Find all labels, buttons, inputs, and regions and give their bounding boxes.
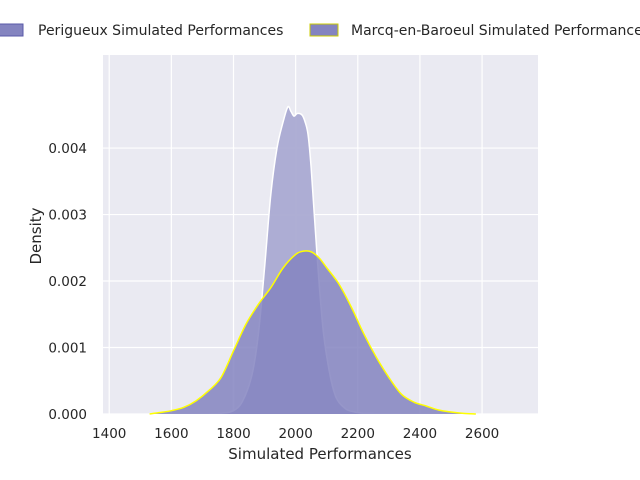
x-tick-label: 2400 bbox=[403, 426, 437, 442]
y-axis-title: Density bbox=[27, 207, 45, 264]
y-tick-label: 0.004 bbox=[48, 141, 87, 157]
legend-swatch-perigueux bbox=[0, 23, 24, 37]
y-tick-label: 0.000 bbox=[48, 407, 87, 423]
x-tick-label: 1400 bbox=[92, 426, 126, 442]
y-tick-label: 0.002 bbox=[48, 274, 87, 290]
density-area-marcq bbox=[149, 250, 476, 414]
y-tick-label: 0.003 bbox=[48, 208, 87, 224]
legend-label-perigueux: Perigueux Simulated Performances bbox=[38, 23, 283, 39]
x-tick-label: 2600 bbox=[465, 426, 499, 442]
x-tick-label: 2000 bbox=[278, 426, 312, 442]
density-line-marcq bbox=[149, 250, 476, 415]
legend: Perigueux Simulated Performances Marcq-e… bbox=[0, 23, 640, 39]
legend-swatch-marcq bbox=[309, 23, 339, 37]
legend-label-marcq: Marcq-en-Baroeul Simulated Performances bbox=[351, 23, 640, 39]
x-tick-label: 1600 bbox=[154, 426, 188, 442]
x-tick-label: 2200 bbox=[341, 426, 375, 442]
x-tick-label: 1800 bbox=[216, 426, 250, 442]
y-tick-label: 0.001 bbox=[48, 341, 87, 357]
x-axis-title: Simulated Performances bbox=[228, 445, 412, 463]
axis-ticks: 1400 1600 1800 2000 2200 2400 2600 0.000 0.001 0.… bbox=[48, 141, 499, 442]
density-curves bbox=[121, 105, 520, 415]
